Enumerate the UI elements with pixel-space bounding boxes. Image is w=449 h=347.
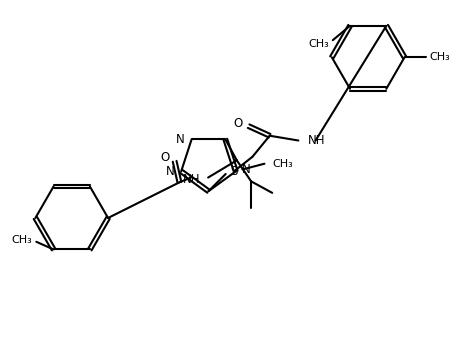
Text: O: O xyxy=(233,117,243,130)
Text: CH₃: CH₃ xyxy=(272,159,293,169)
Text: N: N xyxy=(242,163,250,176)
Text: O: O xyxy=(161,151,170,164)
Text: CH₃: CH₃ xyxy=(429,52,449,62)
Text: NH: NH xyxy=(308,134,326,147)
Text: N: N xyxy=(176,133,185,146)
Text: CH₃: CH₃ xyxy=(308,39,329,49)
Text: CH₃: CH₃ xyxy=(12,235,32,245)
Text: S: S xyxy=(230,164,238,178)
Text: NH: NH xyxy=(183,173,200,186)
Text: N: N xyxy=(166,165,175,178)
